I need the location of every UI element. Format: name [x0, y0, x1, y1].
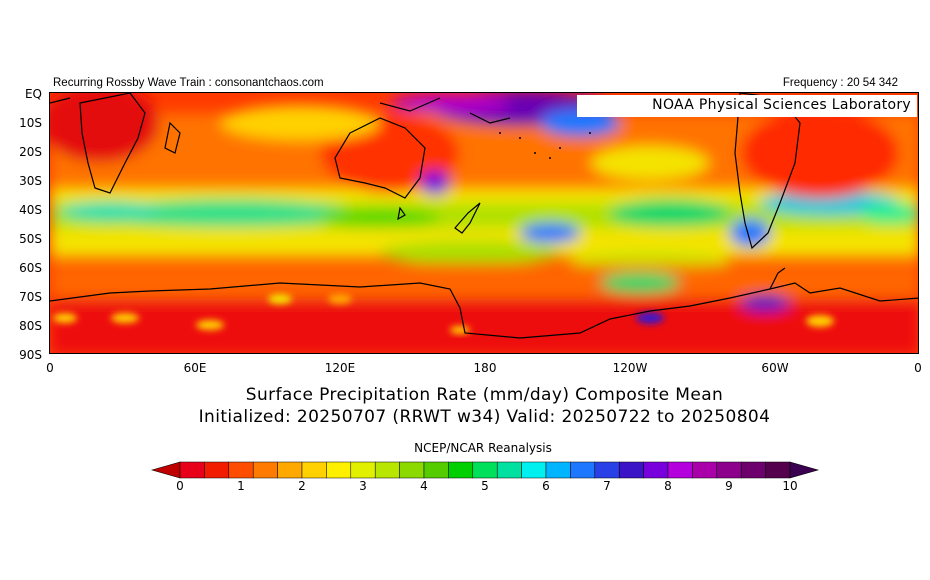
- lab-label: NOAA Physical Sciences Laboratory: [577, 95, 917, 117]
- colorbar-swatch: [252, 461, 278, 479]
- precipitation-map: [49, 92, 919, 354]
- colorbar-label: 5: [481, 479, 489, 493]
- colorbar-swatch: [570, 461, 596, 479]
- y-tick-label: 30S: [19, 174, 42, 188]
- y-tick-label: 10S: [19, 116, 42, 130]
- colorbar-swatch: [374, 461, 400, 479]
- colorbar-swatch: [179, 461, 205, 479]
- colorbar-swatch: [472, 461, 498, 479]
- colorbar-label: 3: [359, 479, 367, 493]
- y-tick-label: EQ: [24, 87, 42, 101]
- colorbar-swatch: [618, 461, 644, 479]
- frequency-text: Frequency : 20 54 342: [782, 77, 898, 89]
- x-tick-label: 0: [914, 361, 922, 375]
- x-tick-label: 60E: [183, 361, 207, 375]
- colorbar-swatch: [399, 461, 425, 479]
- y-tick-label: 40S: [19, 203, 42, 217]
- colorbar-swatches: [150, 461, 820, 479]
- colorbar-swatch: [545, 461, 571, 479]
- colorbar-swatch: [326, 461, 352, 479]
- colorbar-end-low: [150, 461, 181, 479]
- colorbar-swatch: [277, 461, 303, 479]
- colorbar-label: 2: [298, 479, 306, 493]
- y-tick-label: 70S: [19, 290, 42, 304]
- colorbar: [150, 459, 830, 485]
- colorbar-swatch: [765, 461, 791, 479]
- y-tick-label: 60S: [19, 261, 42, 275]
- colorbar-label: 4: [420, 479, 428, 493]
- colorbar-label: 6: [542, 479, 550, 493]
- precip-field: [50, 93, 918, 353]
- x-tick-label: 60W: [761, 361, 789, 375]
- y-tick-label: 80S: [19, 319, 42, 333]
- map-credit-text: Recurring Rossby Wave Train : consonantc…: [53, 77, 324, 89]
- colorbar-swatch: [716, 461, 742, 479]
- colorbar-swatch: [692, 461, 718, 479]
- y-tick-label: 20S: [19, 145, 42, 159]
- colorbar-swatch: [204, 461, 230, 479]
- y-tick-label: 50S: [19, 232, 42, 246]
- colorbar-swatch: [594, 461, 620, 479]
- colorbar-swatch: [496, 461, 522, 479]
- x-tick-label: 120W: [612, 361, 648, 375]
- colorbar-label: 10: [782, 479, 798, 493]
- x-tick-label: 180: [473, 361, 497, 375]
- data-source-label: NCEP/NCAR Reanalysis: [414, 441, 552, 455]
- colorbar-label: 1: [237, 479, 245, 493]
- chart-title: Surface Precipitation Rate (mm/day) Comp…: [245, 385, 724, 405]
- colorbar-swatch: [448, 461, 474, 479]
- chart-subtitle: Initialized: 20250707 (RRWT w34) Valid: …: [198, 407, 771, 427]
- y-tick-label: 90S: [19, 348, 42, 362]
- colorbar-swatch: [423, 461, 449, 479]
- colorbar-swatch: [740, 461, 766, 479]
- colorbar-swatch: [521, 461, 547, 479]
- colorbar-swatch: [667, 461, 693, 479]
- colorbar-label: 9: [725, 479, 733, 493]
- colorbar-label: 0: [176, 479, 184, 493]
- colorbar-label: 8: [664, 479, 672, 493]
- colorbar-swatch: [350, 461, 376, 479]
- colorbar-swatch: [228, 461, 254, 479]
- x-tick-label: 120E: [324, 361, 356, 375]
- colorbar-swatch: [643, 461, 669, 479]
- x-tick-label: 0: [46, 361, 54, 375]
- colorbar-end-high: [789, 461, 820, 479]
- colorbar-label: 7: [603, 479, 611, 493]
- colorbar-swatch: [301, 461, 327, 479]
